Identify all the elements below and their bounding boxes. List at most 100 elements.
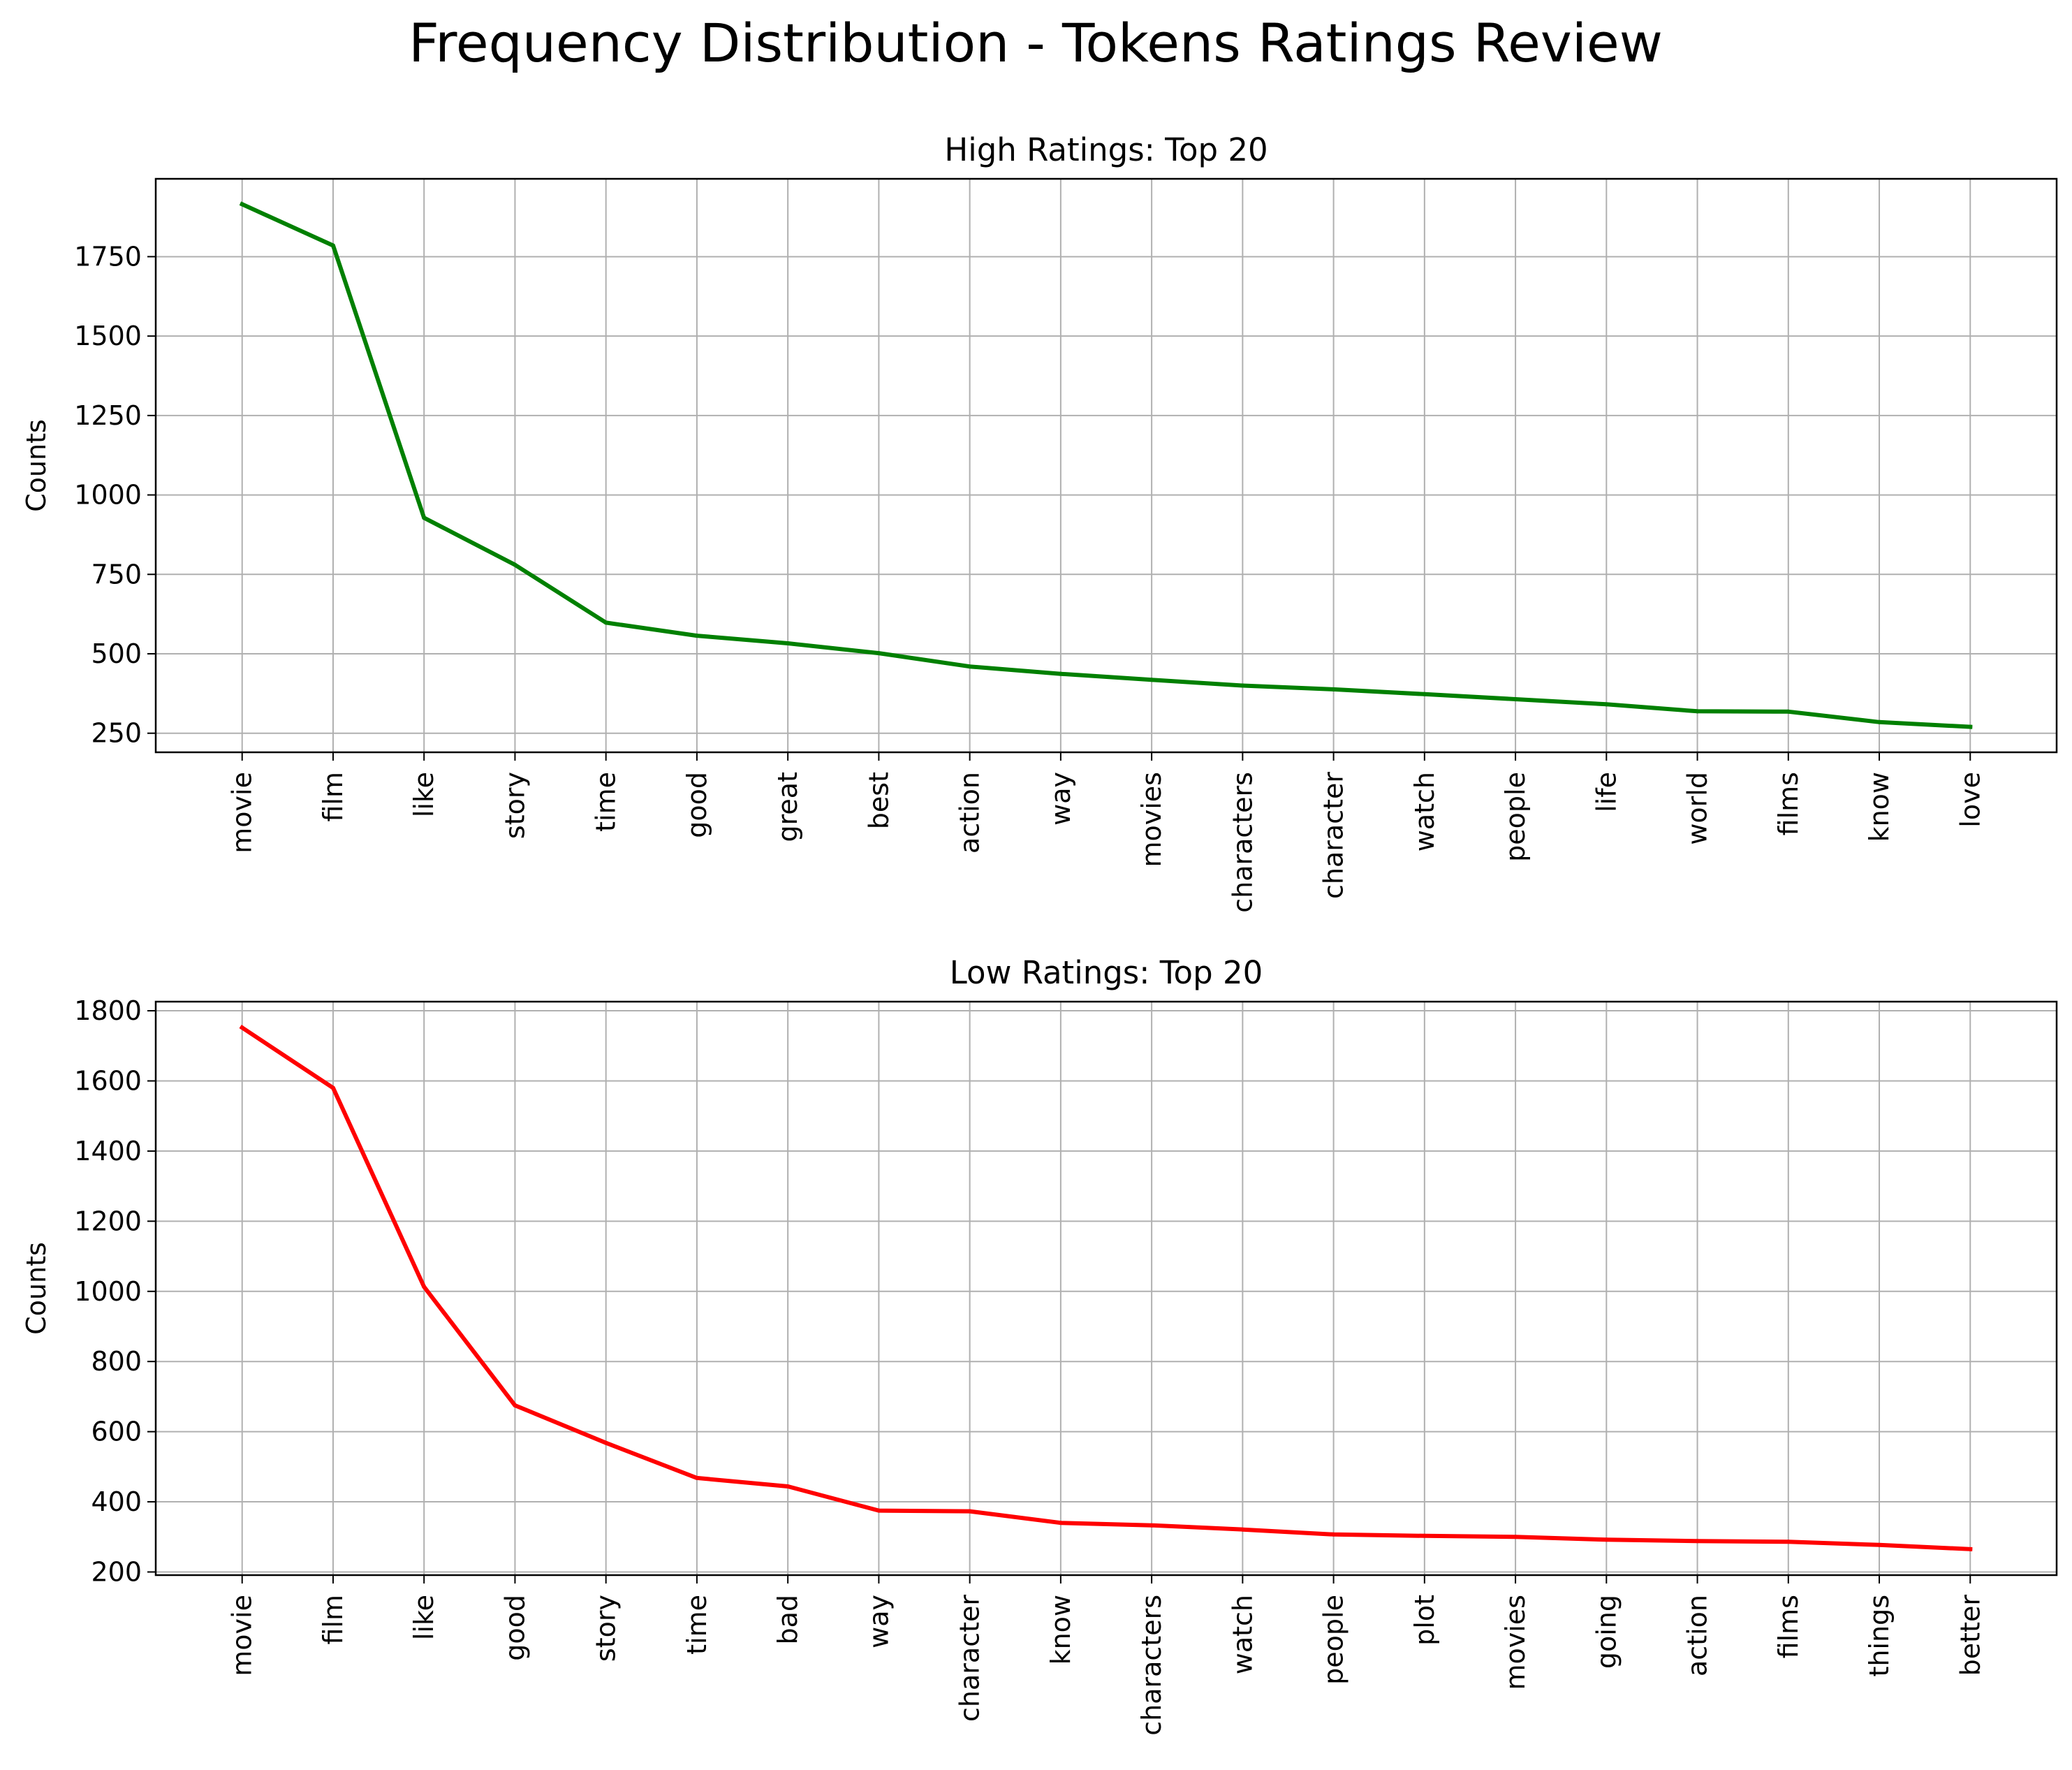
x-tick-label-high: world bbox=[1682, 772, 1713, 845]
y-tick-label-low: 400 bbox=[91, 1486, 142, 1517]
data-point-low bbox=[513, 1403, 517, 1407]
x-tick-label-high: like bbox=[409, 772, 439, 817]
x-tick-label-high: movies bbox=[1136, 772, 1167, 868]
x-tick-label-high: know bbox=[1864, 772, 1895, 842]
x-tick-label-low: watch bbox=[1227, 1595, 1258, 1674]
y-axis-label-high: Counts bbox=[21, 419, 52, 512]
data-point-low bbox=[1513, 1535, 1518, 1539]
y-tick-label-high: 1750 bbox=[74, 241, 142, 272]
x-tick-label-low: going bbox=[1591, 1595, 1622, 1669]
x-tick-label-low: know bbox=[1045, 1595, 1076, 1665]
chart-title-low: Low Ratings: Top 20 bbox=[950, 954, 1263, 991]
x-tick-label-low: character bbox=[955, 1595, 985, 1722]
x-tick-label-low: action bbox=[1682, 1595, 1713, 1676]
x-tick-label-high: watch bbox=[1409, 772, 1440, 851]
x-tick-label-low: better bbox=[1955, 1595, 1985, 1676]
x-tick-label-low: characters bbox=[1136, 1595, 1167, 1736]
x-tick-label-high: story bbox=[499, 772, 530, 839]
data-point-high bbox=[1786, 709, 1791, 714]
y-tick-label-low: 1800 bbox=[74, 995, 142, 1026]
x-tick-label-high: film bbox=[318, 772, 348, 822]
x-tick-label-high: films bbox=[1773, 772, 1804, 835]
chart-low-ratings: Low Ratings: Top 20 200 400 600 800 1000 1200 1… bbox=[21, 954, 2058, 1736]
x-tick-label-high: action bbox=[955, 772, 985, 854]
data-point-high bbox=[1240, 683, 1245, 688]
x-tick-label-low: films bbox=[1773, 1595, 1804, 1658]
x-tick-label-low: movies bbox=[1500, 1595, 1531, 1690]
chart-high-ratings: High Ratings: Top 20 250 500 750 1000 1250 150… bbox=[21, 131, 2058, 913]
x-tick-label-high: good bbox=[682, 772, 712, 838]
data-point-high bbox=[876, 651, 881, 656]
x-tick-label-high: characters bbox=[1227, 772, 1258, 913]
x-tick-label-low: like bbox=[409, 1595, 439, 1640]
y-tick-label-high: 1250 bbox=[74, 400, 142, 431]
data-point-high bbox=[1604, 702, 1609, 707]
data-point-low bbox=[1240, 1527, 1245, 1532]
data-point-high bbox=[1331, 687, 1336, 692]
x-tick-label-high: best bbox=[863, 772, 894, 829]
data-point-low bbox=[240, 1025, 244, 1030]
y-tick-label-high: 250 bbox=[91, 718, 142, 749]
data-point-high bbox=[330, 243, 335, 248]
x-tick-label-low: time bbox=[682, 1595, 712, 1655]
data-point-high bbox=[967, 664, 972, 669]
data-point-low bbox=[603, 1440, 608, 1445]
data-point-high bbox=[513, 562, 517, 567]
data-point-low bbox=[422, 1285, 427, 1289]
series-line-high bbox=[239, 201, 1973, 729]
x-tick-label-low: good bbox=[499, 1595, 530, 1661]
x-tick-label-low: movie bbox=[227, 1595, 258, 1676]
data-point-low bbox=[876, 1508, 881, 1513]
y-tick-label-low: 200 bbox=[91, 1556, 142, 1587]
data-point-high bbox=[1968, 724, 1973, 729]
x-tick-label-high: character bbox=[1318, 772, 1349, 899]
y-tick-label-low: 800 bbox=[91, 1346, 142, 1377]
data-point-low bbox=[1058, 1521, 1063, 1526]
y-tick-label-high: 500 bbox=[91, 638, 142, 669]
chart-title-high: High Ratings: Top 20 bbox=[944, 131, 1268, 168]
data-point-high bbox=[1149, 678, 1154, 682]
data-point-high bbox=[1513, 697, 1518, 702]
data-point-high bbox=[786, 641, 791, 645]
y-tick-label-high: 1000 bbox=[74, 480, 142, 511]
data-point-high bbox=[422, 515, 427, 520]
data-point-high bbox=[1422, 692, 1427, 696]
data-point-high bbox=[240, 202, 244, 207]
series-line-low bbox=[239, 1025, 1973, 1551]
data-point-low bbox=[330, 1085, 335, 1090]
plot-frame-low bbox=[154, 1000, 2058, 1577]
data-point-high bbox=[1877, 719, 1882, 724]
x-tick-label-low: things bbox=[1864, 1595, 1895, 1677]
x-tick-label-high: movie bbox=[227, 772, 258, 854]
x-tick-label-high: love bbox=[1955, 772, 1985, 828]
figure-title: Frequency Distribution - Tokens Ratings … bbox=[409, 12, 1663, 74]
x-tick-label-high: life bbox=[1591, 772, 1622, 812]
data-point-low bbox=[1695, 1539, 1700, 1544]
y-tick-label-low: 1000 bbox=[74, 1276, 142, 1307]
x-tick-label-low: way bbox=[863, 1595, 894, 1648]
data-point-high bbox=[1695, 709, 1700, 714]
y-tick-label-low: 1200 bbox=[74, 1206, 142, 1236]
data-point-low bbox=[1331, 1532, 1336, 1537]
data-point-low bbox=[1604, 1537, 1609, 1542]
data-point-low bbox=[786, 1484, 791, 1489]
x-tick-label-low: people bbox=[1318, 1595, 1349, 1685]
x-tick-label-low: film bbox=[318, 1595, 348, 1645]
x-tick-label-high: way bbox=[1045, 772, 1076, 826]
y-tick-label-low: 1400 bbox=[74, 1136, 142, 1166]
x-tick-label-high: time bbox=[591, 772, 622, 832]
x-tick-label-low: plot bbox=[1409, 1595, 1440, 1646]
y-tick-label-high: 1500 bbox=[74, 321, 142, 351]
data-point-low bbox=[1149, 1523, 1154, 1528]
x-tick-label-low: bad bbox=[772, 1595, 803, 1645]
y-axis-label-low: Counts bbox=[21, 1242, 52, 1335]
data-point-low bbox=[1786, 1539, 1791, 1544]
data-point-high bbox=[694, 634, 699, 638]
data-point-low bbox=[967, 1509, 972, 1514]
data-point-low bbox=[1968, 1546, 1973, 1551]
data-point-low bbox=[694, 1475, 699, 1480]
y-tick-label-high: 750 bbox=[91, 559, 142, 590]
x-tick-label-high: people bbox=[1500, 772, 1531, 862]
